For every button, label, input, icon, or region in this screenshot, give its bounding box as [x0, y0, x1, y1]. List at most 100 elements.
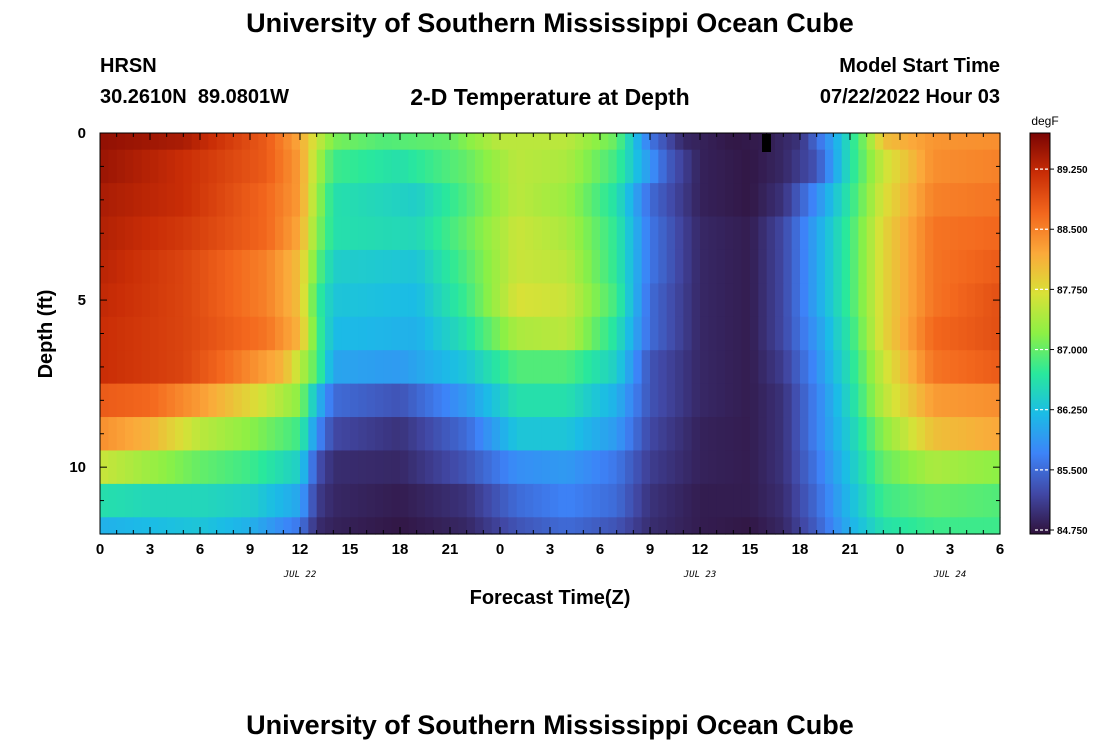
heat-cell	[866, 417, 876, 452]
heat-cell	[266, 417, 276, 452]
heat-cell	[458, 283, 468, 318]
heat-cell	[583, 249, 593, 284]
heat-cell	[883, 149, 893, 184]
heat-cell	[733, 483, 743, 518]
heat-cell	[591, 417, 601, 452]
heat-cell	[850, 133, 859, 151]
heat-cell	[133, 483, 143, 518]
heat-cell	[858, 283, 868, 318]
heat-cell	[125, 517, 134, 535]
heat-cell	[500, 450, 509, 485]
heat-cell	[816, 383, 826, 418]
heat-cell	[466, 216, 476, 251]
heat-cell	[308, 283, 318, 318]
heat-cell	[191, 149, 201, 184]
x-tick-label: 9	[246, 541, 254, 558]
heat-cell	[533, 216, 543, 251]
heat-cell	[508, 450, 518, 485]
heat-cell	[616, 133, 626, 151]
heat-cell	[900, 450, 909, 485]
heat-cell	[608, 283, 618, 318]
heat-cell	[833, 183, 843, 218]
heat-cell	[491, 383, 501, 418]
heat-cell	[700, 283, 709, 318]
heat-cell	[316, 383, 326, 418]
heat-cell	[608, 133, 618, 151]
heat-cell	[275, 450, 284, 485]
heat-cell	[925, 216, 934, 251]
heat-cell	[475, 183, 484, 218]
heat-cell	[383, 133, 393, 151]
heat-cell	[608, 316, 618, 351]
heat-cell	[733, 149, 743, 184]
heat-cell	[491, 149, 501, 184]
model-start-time: 07/22/2022 Hour 03	[819, 86, 1000, 108]
heat-cell	[350, 383, 359, 418]
heat-cell	[925, 316, 934, 351]
heat-cell	[525, 183, 534, 218]
heat-cell	[241, 350, 251, 385]
heat-cell	[325, 149, 334, 184]
heat-cell	[200, 216, 209, 251]
x-tick-label: 3	[546, 541, 554, 558]
heat-cell	[291, 149, 301, 184]
heat-cell	[408, 350, 418, 385]
x-tick-label: 15	[742, 541, 759, 558]
heat-cell	[466, 316, 476, 351]
heat-cell	[216, 417, 226, 452]
heat-cell	[483, 450, 493, 485]
heat-cell	[841, 483, 851, 518]
heat-cell	[700, 183, 709, 218]
heat-cell	[575, 517, 584, 535]
heat-cell	[483, 517, 493, 535]
heat-cell	[391, 383, 401, 418]
heat-cell	[425, 316, 434, 351]
heat-cell	[200, 450, 209, 485]
heat-cell	[450, 216, 459, 251]
heat-cell	[216, 283, 226, 318]
heat-cell	[533, 450, 543, 485]
heat-cell	[350, 216, 359, 251]
heat-cell	[141, 316, 151, 351]
heat-cell	[300, 417, 309, 452]
heat-cell	[100, 483, 109, 518]
heat-cell	[941, 183, 951, 218]
heat-cell	[458, 517, 468, 535]
heat-cell	[733, 183, 743, 218]
heat-cell	[300, 383, 309, 418]
heat-cell	[366, 316, 376, 351]
heat-cell	[141, 183, 151, 218]
heat-cell	[508, 316, 518, 351]
heat-cell	[575, 483, 584, 518]
heat-cell	[291, 216, 301, 251]
heat-cell	[308, 517, 318, 535]
heat-cell	[958, 517, 968, 535]
heat-cell	[516, 316, 526, 351]
y-tick-label: 0	[78, 125, 86, 142]
heat-cell	[508, 216, 518, 251]
heat-cell	[633, 183, 643, 218]
heat-cell	[716, 133, 726, 151]
heat-cell	[333, 483, 343, 518]
heat-cell	[816, 283, 826, 318]
heat-cell	[875, 249, 884, 284]
heat-cell	[958, 283, 968, 318]
heat-cell	[875, 183, 884, 218]
heat-cell	[116, 383, 126, 418]
heat-cell	[708, 350, 718, 385]
heat-cell	[233, 283, 243, 318]
heat-cell	[583, 450, 593, 485]
heat-cell	[125, 283, 134, 318]
heat-cell	[133, 316, 143, 351]
heat-cell	[708, 450, 718, 485]
heat-cell	[158, 149, 168, 184]
heat-cell	[216, 483, 226, 518]
heat-cell	[708, 417, 718, 452]
heat-cell	[475, 216, 484, 251]
heat-cell	[275, 283, 284, 318]
heat-cell	[216, 350, 226, 385]
x-tick-label: 6	[996, 541, 1004, 558]
heat-cell	[358, 133, 368, 151]
heat-cell	[266, 183, 276, 218]
heat-cell	[741, 383, 751, 418]
